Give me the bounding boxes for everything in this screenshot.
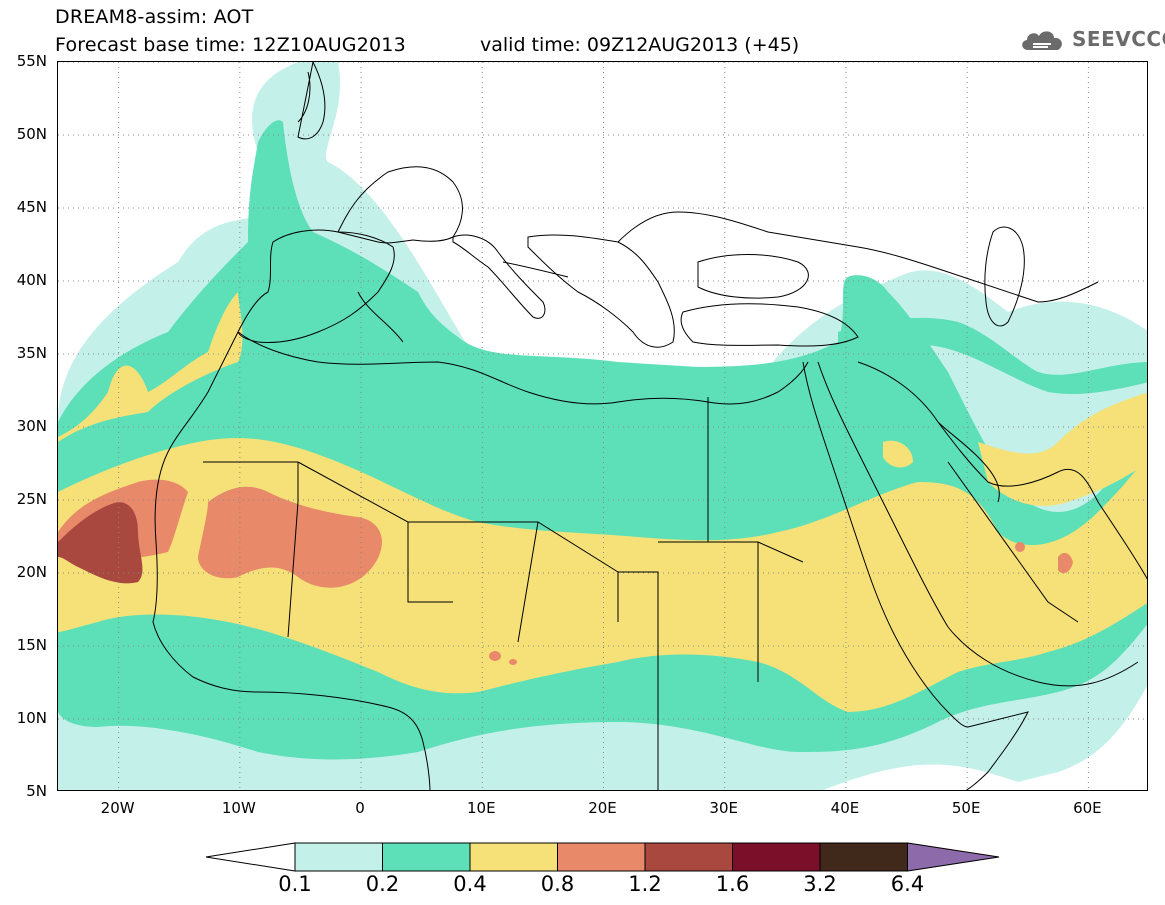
longitude-label: 20E bbox=[588, 799, 617, 817]
latitude-label: 5N bbox=[26, 782, 47, 800]
latitude-label: 45N bbox=[16, 198, 47, 216]
colorbar-label: 0.1 bbox=[278, 872, 312, 896]
cloud-icon bbox=[1022, 31, 1062, 50]
colorbar-swatch bbox=[294, 842, 383, 872]
forecast-base-time: Forecast base time: 12Z10AUG2013 bbox=[55, 34, 406, 56]
colorbar-swatch bbox=[644, 842, 733, 872]
aot-band-1.2-1.6 bbox=[58, 502, 143, 584]
latitude-label: 25N bbox=[16, 490, 47, 508]
colorbar-label: 0.2 bbox=[365, 872, 400, 896]
colorbar-over-triangle bbox=[907, 842, 1000, 872]
longitude-label: 40E bbox=[830, 799, 860, 817]
latitude-label: 55N bbox=[16, 52, 47, 70]
longitude-label: 10E bbox=[466, 799, 496, 817]
latitude-label: 30N bbox=[16, 417, 47, 435]
colorbar-label: 0.4 bbox=[453, 872, 487, 896]
colorbar-swatch bbox=[382, 842, 471, 872]
latitude-label: 15N bbox=[16, 636, 47, 654]
latitude-label: 50N bbox=[16, 125, 47, 143]
colorbar-swatch bbox=[819, 842, 908, 872]
colorbar-label: 1.2 bbox=[628, 872, 662, 896]
aot-colorbar bbox=[205, 842, 1000, 872]
colorbar-label: 6.4 bbox=[890, 872, 925, 896]
latitude-label: 35N bbox=[16, 344, 47, 362]
longitude-label: 60E bbox=[1073, 799, 1102, 817]
latitude-label: 40N bbox=[16, 271, 47, 289]
aot-band-0.4-0.8-east bbox=[883, 392, 1147, 506]
latitude-label: 10N bbox=[16, 709, 47, 727]
longitude-label: 50E bbox=[951, 799, 981, 817]
colorbar-label: 0.8 bbox=[540, 872, 575, 896]
colorbar-under-triangle bbox=[205, 842, 296, 872]
colorbar-label: 3.2 bbox=[803, 872, 837, 896]
logo-text: SEEVCCC bbox=[1072, 27, 1165, 51]
coastlines-and-borders bbox=[152, 62, 1147, 790]
colorbar-swatch bbox=[469, 842, 558, 872]
aot-band-0.2-0.4-north bbox=[248, 242, 1147, 394]
longitude-label: 0 bbox=[355, 799, 365, 817]
map-title: DREAM8-assim: AOT bbox=[55, 6, 254, 28]
latitude-label: 20N bbox=[16, 563, 47, 581]
colorbar-swatch bbox=[732, 842, 821, 872]
colorbar-swatch bbox=[557, 842, 646, 872]
seevccc-logo: SEEVCCC bbox=[1018, 24, 1165, 58]
longitude-label: 30E bbox=[709, 799, 739, 817]
longitude-label: 20W bbox=[100, 799, 135, 817]
longitude-label: 10W bbox=[221, 799, 256, 817]
valid-time: valid time: 09Z12AUG2013 (+45) bbox=[480, 34, 800, 56]
aot-band-0.4-0.8 bbox=[58, 292, 1147, 712]
colorbar-label: 1.6 bbox=[715, 872, 750, 896]
map-panel bbox=[57, 61, 1148, 791]
